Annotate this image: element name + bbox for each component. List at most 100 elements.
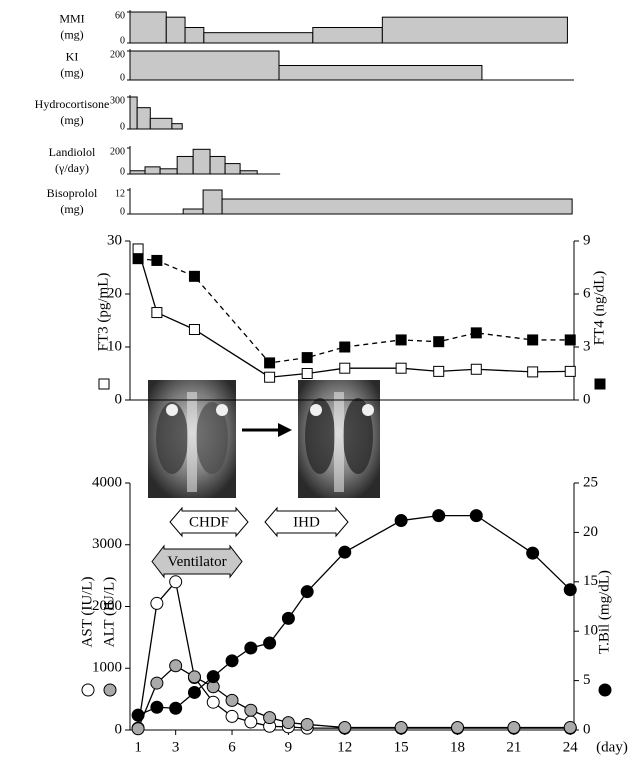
y-tick-label: 0 bbox=[120, 35, 125, 46]
series-line bbox=[137, 514, 571, 716]
dose-step bbox=[184, 27, 205, 44]
y-tick-label: 0 bbox=[115, 721, 123, 737]
data-point bbox=[169, 701, 183, 715]
y-tick-label: 0 bbox=[120, 72, 125, 83]
data-point bbox=[338, 721, 352, 735]
series-line bbox=[137, 580, 571, 729]
y2-tick-label: 9 bbox=[583, 232, 591, 248]
legend-marker bbox=[598, 683, 612, 697]
panel-label: Hydrocortisone bbox=[35, 97, 110, 111]
x-tick-label: 12 bbox=[337, 739, 352, 755]
data-point bbox=[244, 703, 258, 717]
xray-arrow bbox=[242, 423, 292, 437]
panel-label: (γ/day) bbox=[55, 161, 89, 175]
panel-label: (mg) bbox=[60, 27, 83, 41]
y2-tick-label: 15 bbox=[583, 573, 598, 589]
dose-step bbox=[203, 32, 314, 44]
data-point bbox=[263, 636, 277, 650]
dose-step bbox=[129, 50, 280, 81]
data-point bbox=[527, 334, 539, 346]
panel-label: Landiolol bbox=[49, 145, 96, 159]
dose-step bbox=[171, 123, 183, 130]
y-tick-label: 0 bbox=[115, 391, 123, 407]
data-point bbox=[433, 365, 445, 377]
data-point bbox=[151, 307, 163, 319]
data-point bbox=[281, 611, 295, 625]
legend-marker bbox=[594, 378, 606, 390]
annotation-label: CHDF bbox=[189, 514, 229, 530]
data-point bbox=[394, 721, 408, 735]
data-point bbox=[301, 368, 313, 379]
x-tick-label: 1 bbox=[134, 739, 142, 755]
y-tick-label: 3000 bbox=[92, 536, 122, 552]
y-tick-label: 300 bbox=[110, 95, 125, 106]
data-point bbox=[225, 654, 239, 668]
data-point bbox=[563, 721, 577, 735]
y2-tick-label: 10 bbox=[583, 623, 598, 639]
annotation-label: Ventilator bbox=[167, 554, 226, 570]
dose-step bbox=[159, 168, 178, 175]
y2-tick-label: 6 bbox=[583, 285, 591, 301]
data-point bbox=[470, 363, 482, 375]
data-point bbox=[507, 721, 521, 735]
y2-tick-label: 0 bbox=[583, 721, 591, 737]
axis-title: FT4 (ng/dL) bbox=[591, 271, 607, 346]
y-tick-label: 30 bbox=[107, 232, 122, 248]
dose-step bbox=[312, 27, 383, 44]
data-point bbox=[300, 585, 314, 599]
data-point bbox=[225, 709, 239, 723]
y-tick-label: 60 bbox=[115, 10, 125, 21]
dose-step bbox=[182, 208, 204, 215]
y-tick-label: 10 bbox=[107, 338, 122, 354]
data-point bbox=[151, 254, 163, 266]
y-tick-label: 20 bbox=[107, 285, 122, 301]
dose-step bbox=[129, 11, 167, 44]
data-point bbox=[244, 715, 258, 729]
x-tick-label: 24 bbox=[563, 739, 579, 755]
data-point bbox=[564, 334, 576, 346]
data-point bbox=[432, 509, 446, 523]
y2-tick-label: 5 bbox=[583, 672, 591, 688]
data-point bbox=[281, 716, 295, 730]
data-point bbox=[300, 717, 314, 731]
panel-label: (mg) bbox=[60, 113, 83, 127]
y-tick-label: 0 bbox=[120, 206, 125, 217]
axis-title: AST (IU/L) bbox=[79, 577, 95, 648]
y-tick-label: 0 bbox=[120, 166, 125, 177]
y-tick-label: 4000 bbox=[92, 474, 122, 490]
dose-step bbox=[176, 155, 194, 175]
data-point bbox=[132, 253, 144, 265]
panel-label: (mg) bbox=[60, 65, 83, 79]
data-point bbox=[433, 336, 445, 348]
data-point bbox=[394, 514, 408, 528]
panel-label: Bisoprolol bbox=[47, 186, 98, 200]
x-tick-label: 18 bbox=[450, 739, 465, 755]
x-tick-label: 21 bbox=[506, 739, 521, 755]
dose-step bbox=[221, 198, 573, 215]
data-point bbox=[301, 352, 313, 364]
x-tick-label: 6 bbox=[228, 739, 236, 755]
data-point bbox=[469, 509, 483, 523]
data-point bbox=[206, 695, 220, 709]
data-point bbox=[244, 641, 258, 655]
y-tick-label: 2000 bbox=[92, 598, 122, 614]
dose-step bbox=[149, 117, 173, 130]
xray-before bbox=[148, 380, 236, 498]
data-point bbox=[150, 700, 164, 714]
x-axis-label: (day) bbox=[596, 739, 628, 755]
dose-step bbox=[224, 163, 241, 175]
dose-step bbox=[202, 189, 223, 215]
data-point bbox=[339, 341, 351, 353]
series-line bbox=[137, 248, 571, 378]
annotation-arrow bbox=[169, 506, 249, 538]
data-point bbox=[169, 659, 183, 673]
data-point bbox=[206, 670, 220, 684]
dose-step bbox=[136, 107, 151, 130]
x-tick-label: 9 bbox=[285, 739, 293, 755]
data-point bbox=[225, 693, 239, 707]
x-tick-label: 3 bbox=[172, 739, 180, 755]
y-tick-label: 0 bbox=[120, 121, 125, 132]
dose-step bbox=[278, 65, 483, 81]
axis-title: FT3 (pg/mL) bbox=[95, 273, 111, 352]
